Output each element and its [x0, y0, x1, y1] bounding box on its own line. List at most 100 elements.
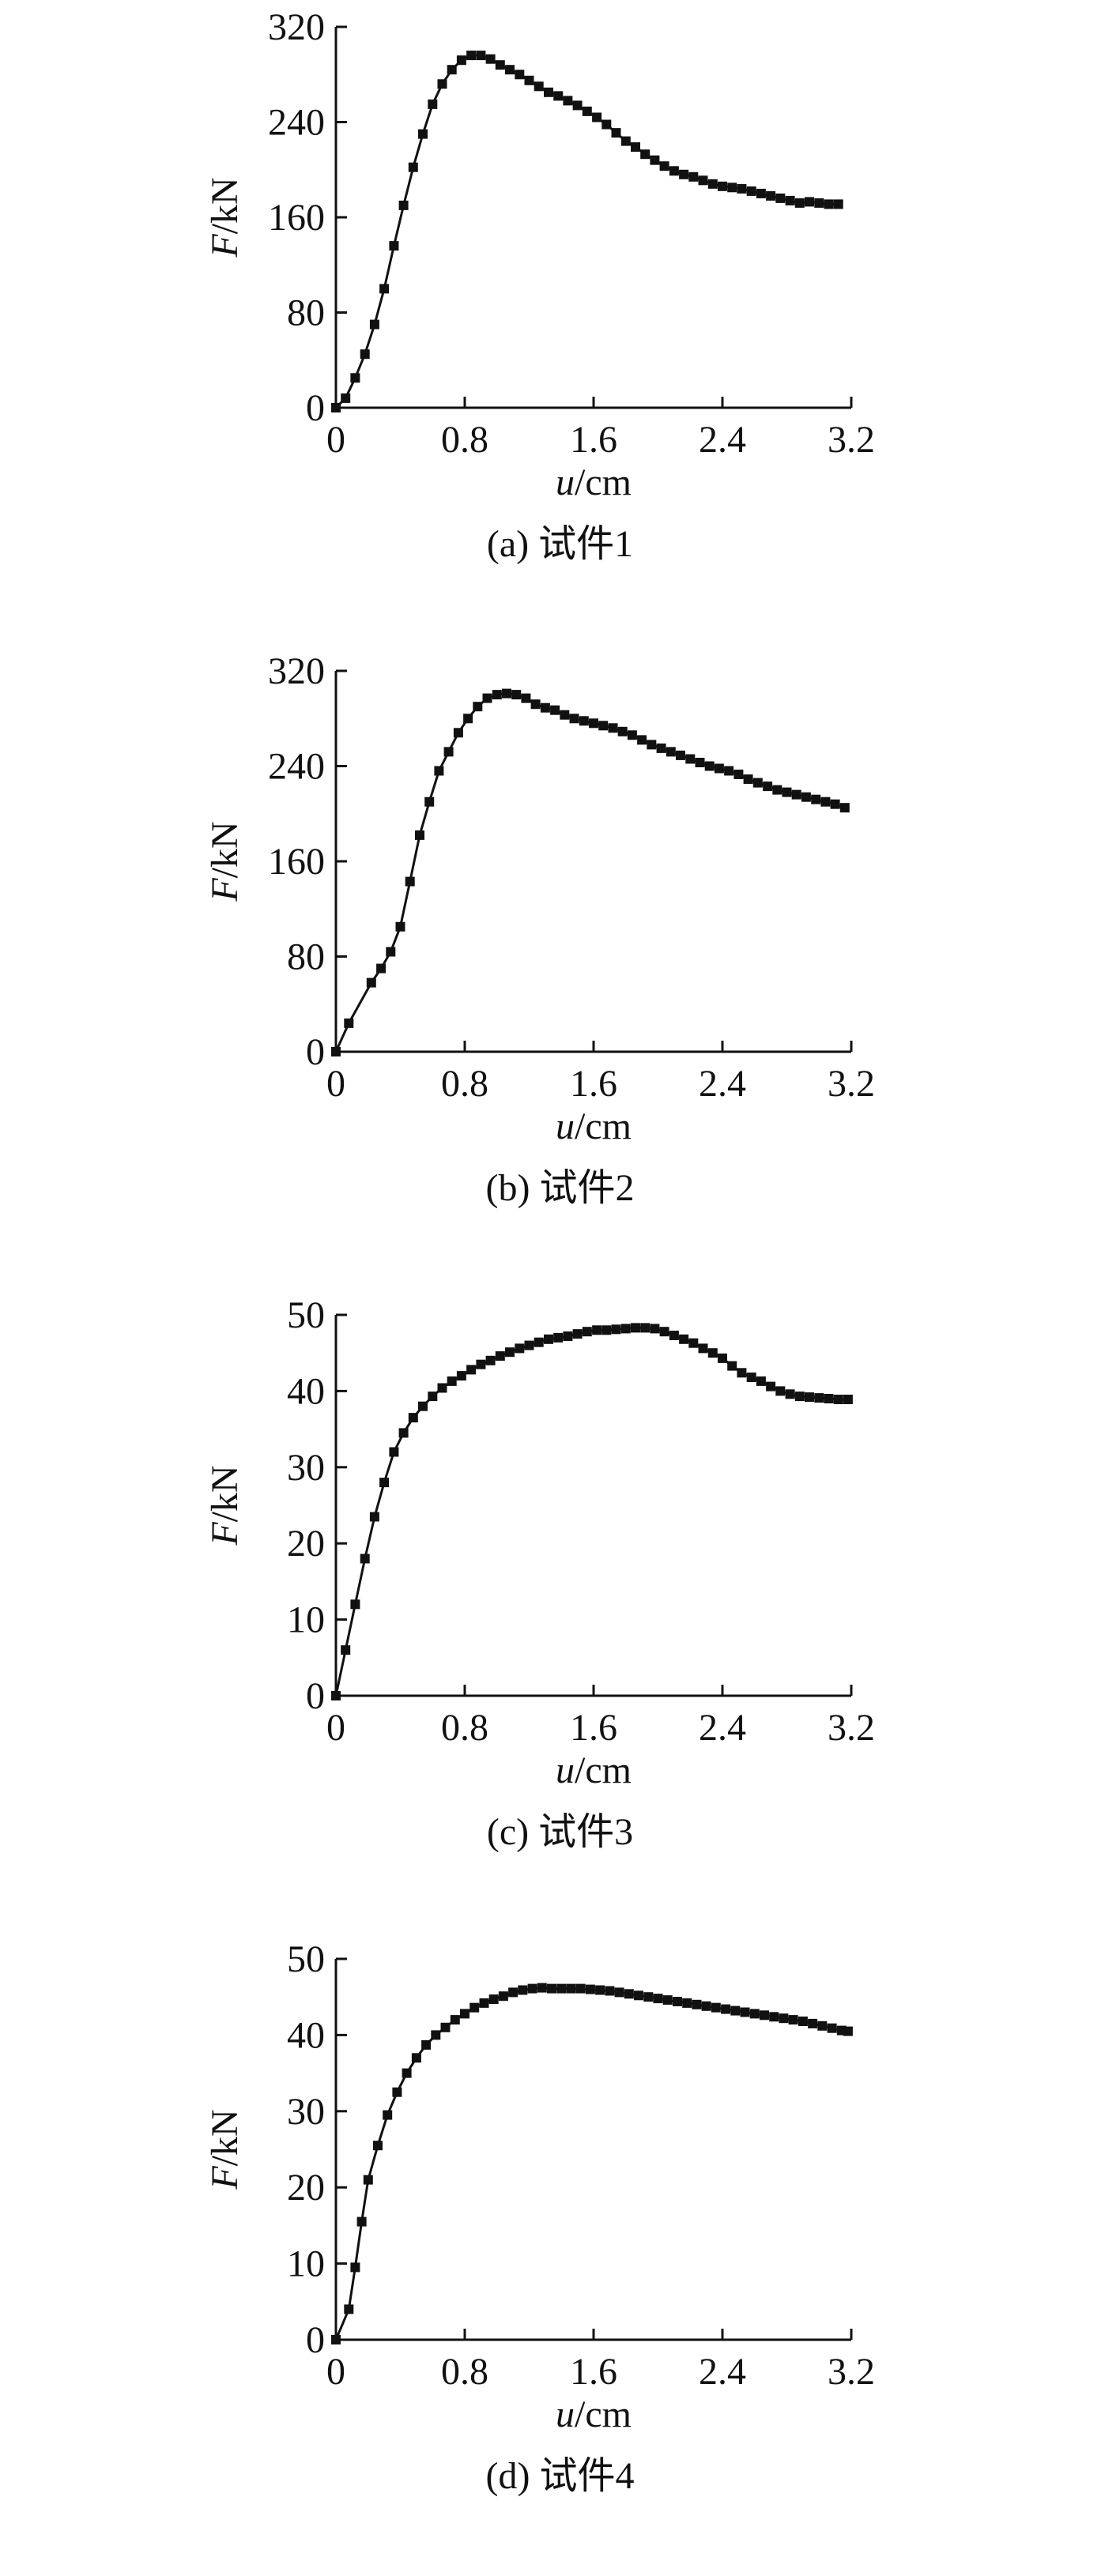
x-tick-label: 1.6: [570, 1707, 617, 1749]
data-point: [701, 2001, 711, 2011]
y-axis-variable: F: [204, 2166, 246, 2190]
data-point: [460, 2009, 469, 2019]
data-point: [579, 716, 589, 726]
chart-svg: 0 80 160 240 320 0 0.8 1.6 2.4 3.2 u/cm F/kN: [204, 6, 875, 503]
data-point: [589, 718, 598, 729]
data-point: [398, 1428, 409, 1438]
y-axis-title: F/kN: [204, 2109, 246, 2190]
y-tick-label: 40: [287, 1370, 325, 1412]
data-point: [556, 1983, 567, 1994]
x-axis-variable: u: [556, 1105, 575, 1147]
data-point: [743, 774, 753, 785]
data-point: [527, 1983, 537, 1994]
data-point: [798, 2017, 808, 2026]
data-point: [585, 1984, 595, 1994]
data-point: [511, 690, 522, 700]
y-tick-label: 20: [287, 1523, 325, 1565]
data-point: [676, 750, 685, 760]
x-tick-label: 0: [326, 2351, 345, 2393]
data-point: [331, 2335, 341, 2344]
data-point: [704, 761, 715, 771]
data-point: [582, 1327, 592, 1337]
data-point: [575, 1983, 586, 1994]
data-point: [341, 1645, 351, 1655]
series-line: [334, 1987, 849, 2341]
data-point: [515, 70, 525, 80]
data-point: [411, 2053, 421, 2063]
data-point: [350, 373, 360, 383]
data-point: [537, 1983, 547, 1993]
y-tick-label: 50: [287, 1938, 325, 1980]
x-tick-label: 3.2: [828, 1063, 875, 1105]
data-point: [502, 688, 511, 699]
data-point: [733, 770, 744, 779]
data-point: [766, 190, 776, 201]
data-point: [601, 1325, 612, 1335]
data-point: [331, 403, 341, 412]
x-tick-label: 0: [326, 1063, 345, 1105]
data-point: [611, 128, 621, 138]
data-point: [360, 349, 370, 360]
data-point: [611, 1324, 621, 1335]
y-axis-title: F/kN: [204, 177, 246, 258]
data-point: [808, 2018, 818, 2028]
data-point: [534, 1337, 544, 1347]
data-point: [469, 2002, 480, 2013]
data-point: [608, 723, 618, 733]
chart-svg: 0 10 20 30 40 50 0 0.8 1.6 2.4 3.2 u/cm F/kN: [204, 1938, 875, 2435]
data-point: [495, 60, 505, 70]
data-point: [569, 714, 579, 724]
y-tick-label: 0: [306, 387, 325, 429]
x-tick-label: 0.8: [441, 419, 488, 461]
y-tick-label: 80: [287, 292, 325, 334]
data-point: [553, 1332, 564, 1343]
data-point: [447, 65, 457, 75]
data-point: [737, 183, 747, 194]
data-point: [331, 1691, 341, 1700]
data-point: [614, 1987, 624, 1998]
data-point: [518, 1985, 528, 1995]
data-point: [350, 1599, 360, 1610]
data-point: [582, 106, 592, 116]
data-point: [524, 75, 534, 85]
chart-caption: (b) 试件2: [485, 1167, 635, 1209]
data-point: [839, 803, 850, 813]
chart-svg: 0 80 160 240 320 0 0.8 1.6 2.4 3.2 u/cm F/kN: [204, 650, 875, 1147]
data-point: [682, 1998, 692, 2008]
data-point: [752, 778, 763, 788]
x-axis-title: u/cm: [556, 461, 632, 503]
x-axis-unit: /cm: [575, 1749, 632, 1791]
data-point: [560, 710, 570, 720]
y-axis-title: F/kN: [204, 1465, 246, 1546]
data-point: [473, 702, 483, 712]
data-point: [688, 171, 699, 182]
data-point: [820, 797, 831, 807]
data-point: [756, 188, 766, 198]
y-tick-label: 10: [287, 2243, 325, 2285]
x-axis-variable: u: [556, 2393, 575, 2435]
data-point: [707, 179, 718, 189]
data-point: [640, 1323, 651, 1333]
data-point: [356, 2216, 367, 2227]
data-point: [544, 1334, 553, 1344]
data-point: [782, 787, 792, 797]
data-point: [415, 830, 424, 840]
data-point: [740, 2007, 750, 2017]
x-axis-title: u/cm: [556, 2393, 632, 2435]
data-point: [369, 319, 379, 330]
data-point: [627, 730, 637, 740]
data-point: [718, 1353, 727, 1363]
data-point: [772, 785, 782, 795]
data-point: [631, 1323, 640, 1333]
data-point: [695, 758, 705, 767]
data-point: [833, 1395, 843, 1404]
chart-panel: 0 80 160 240 320 0 0.8 1.6 2.4 3.2 u/cm F/kN (b) 试件2: [0, 644, 1120, 1288]
y-axis-unit: /kN: [204, 177, 246, 234]
data-point: [707, 1348, 718, 1358]
data-point: [450, 2015, 460, 2025]
data-point: [485, 54, 496, 64]
data-point: [453, 728, 463, 738]
y-tick-label: 0: [306, 1031, 325, 1073]
chart-caption: (a) 试件1: [486, 523, 634, 565]
